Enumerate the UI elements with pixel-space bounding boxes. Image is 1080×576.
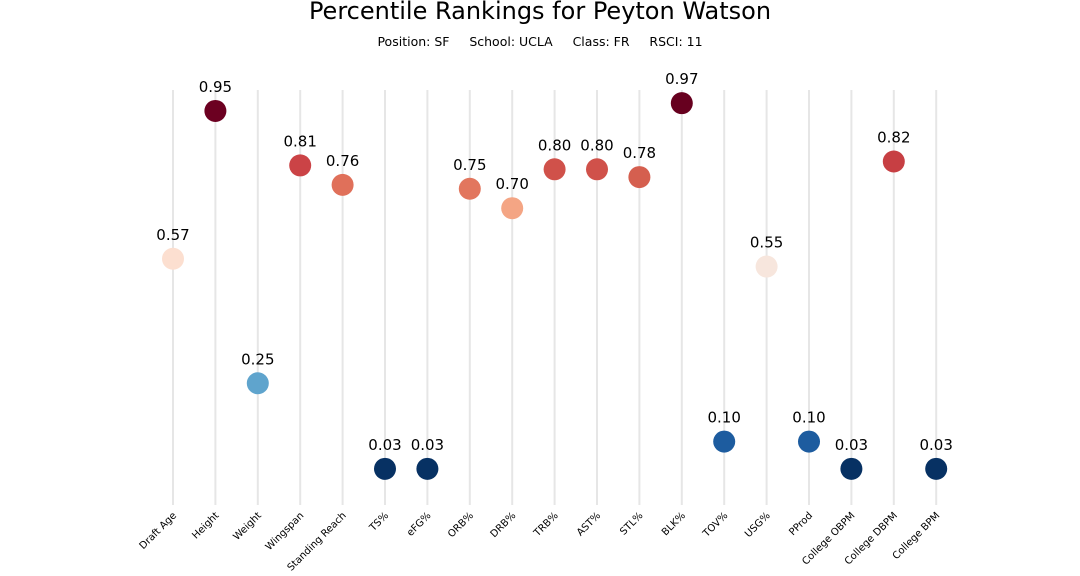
value-label-draft-age: 0.57: [156, 226, 189, 244]
value-label-usg-pct: 0.55: [750, 234, 783, 252]
subtitle-position: Position: SF: [377, 34, 450, 49]
x-tick-label-orb-pct: ORB%: [446, 510, 476, 540]
data-point-trb-pct: [543, 158, 566, 181]
value-label-drb-pct: 0.70: [495, 175, 528, 193]
value-label-weight: 0.25: [241, 350, 274, 368]
data-point-stl-pct: [628, 166, 651, 189]
x-tick-label-usg-pct: USG%: [743, 510, 773, 540]
value-label-height: 0.95: [199, 78, 232, 96]
value-label-tov-pct: 0.10: [707, 409, 740, 427]
value-label-college-bpm: 0.03: [919, 436, 952, 454]
x-tick-label-drb-pct: DRB%: [489, 510, 519, 540]
value-label-blk-pct: 0.97: [665, 70, 698, 88]
data-point-height: [204, 99, 227, 122]
value-label-ast-pct: 0.80: [580, 136, 613, 154]
data-point-tov-pct: [713, 430, 736, 453]
x-tick-label-ast-pct: AST%: [575, 510, 603, 538]
x-tick-label-draft-age: Draft Age: [138, 510, 180, 552]
chart-subtitle: Position: SF School: UCLA Class: FR RSCI…: [0, 34, 1080, 49]
data-point-blk-pct: [670, 92, 693, 115]
value-label-efg-pct: 0.03: [411, 436, 444, 454]
subtitle-class: Class: FR: [572, 34, 630, 49]
data-point-college-dbpm: [882, 150, 905, 173]
data-point-drb-pct: [501, 197, 524, 220]
data-point-wingspan: [289, 154, 312, 177]
data-point-ast-pct: [586, 158, 608, 181]
x-tick-label-stl-pct: STL%: [618, 510, 645, 537]
data-point-draft-age: [162, 247, 184, 270]
value-label-stl-pct: 0.78: [623, 144, 656, 162]
data-point-usg-pct: [755, 255, 778, 278]
data-point-pprod: [798, 430, 820, 453]
value-label-wingspan: 0.81: [283, 132, 316, 150]
x-tick-label-pprod: PProd: [787, 510, 815, 538]
data-points: [162, 92, 948, 480]
data-point-weight: [246, 372, 269, 395]
data-point-orb-pct: [458, 177, 481, 200]
value-label-college-obpm: 0.03: [835, 436, 868, 454]
data-point-efg-pct: [416, 457, 439, 480]
x-tick-label-height: Height: [190, 510, 221, 541]
x-tick-label-efg-pct: eFG%: [405, 510, 433, 538]
x-tick-label-tov-pct: TOV%: [701, 510, 731, 540]
value-label-standing-reach: 0.76: [326, 152, 359, 170]
subtitle-rsci: RSCI: 11: [649, 34, 703, 49]
x-tick-label-blk-pct: BLK%: [660, 510, 688, 538]
value-label-ts-pct: 0.03: [368, 436, 401, 454]
value-label-orb-pct: 0.75: [453, 156, 486, 174]
data-point-ts-pct: [374, 457, 396, 480]
value-label-trb-pct: 0.80: [538, 136, 571, 154]
data-point-college-obpm: [840, 457, 863, 480]
data-point-college-bpm: [925, 457, 948, 480]
value-label-college-dbpm: 0.82: [877, 129, 910, 147]
x-tick-label-ts-pct: TS%: [367, 510, 391, 534]
data-point-standing-reach: [331, 173, 354, 196]
subtitle-school: School: UCLA: [469, 34, 553, 49]
value-labels: 0.57 0.95 0.25 0.81 0.76 0.03 0.03 0.75 0.70 0.80…: [156, 70, 953, 454]
x-tick-label-weight: Weight: [232, 510, 264, 542]
x-tick-label-wingspan: Wingspan: [264, 510, 307, 553]
value-label-pprod: 0.10: [792, 409, 825, 427]
x-tick-label-trb-pct: TRB%: [531, 510, 560, 539]
chart-title: Percentile Rankings for Peyton Watson: [308, 0, 772, 25]
